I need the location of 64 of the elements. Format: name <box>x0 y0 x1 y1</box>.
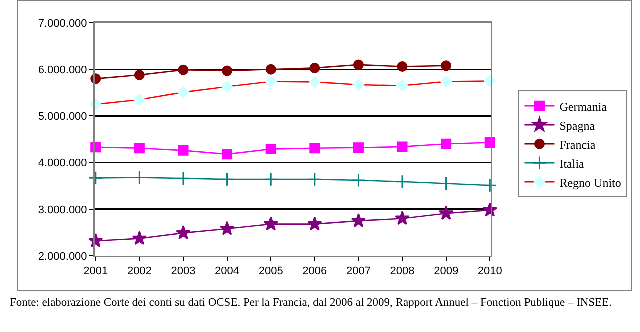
point <box>266 144 276 155</box>
point <box>441 138 452 150</box>
point <box>176 172 191 186</box>
point <box>308 172 322 187</box>
point <box>352 79 365 91</box>
x-tick-label: 2004 <box>215 266 240 278</box>
y-tick-label: 3.000.000 <box>38 204 88 216</box>
point <box>134 143 145 154</box>
point <box>397 142 408 152</box>
y-tick-label: 5.000.000 <box>38 111 88 124</box>
y-tick-label: 4.000.000 <box>38 158 88 170</box>
source-note: Fonte: elaborazione Corte dei conti su dati OCSE. Per la Francia, dal 2006 al 2009, Rapport Annuel – Fonction Publique – INSEE. <box>10 297 614 310</box>
x-tick-label: 2001 <box>84 266 108 278</box>
point <box>441 60 452 72</box>
point <box>395 174 410 189</box>
point <box>178 145 189 156</box>
point <box>352 173 366 188</box>
point <box>483 178 498 193</box>
point <box>220 221 235 236</box>
legend-label: Germania <box>560 100 608 114</box>
legend-label: Regno Unito <box>560 176 622 190</box>
x-tick-label: 2010 <box>478 266 502 278</box>
point <box>395 210 410 226</box>
point <box>265 76 278 88</box>
point <box>440 76 452 88</box>
legend-label: Italia <box>560 156 586 171</box>
point <box>310 143 320 154</box>
point <box>396 80 408 92</box>
y-tick-label: 2.000.000 <box>38 250 88 263</box>
point <box>176 225 191 240</box>
x-tick-label: 2002 <box>127 266 152 278</box>
point <box>351 213 366 228</box>
point <box>438 206 454 220</box>
point <box>353 142 364 154</box>
point <box>307 216 322 231</box>
point <box>132 231 148 246</box>
point <box>222 149 233 160</box>
y-tick-label: 7.000.000 <box>38 18 88 30</box>
point <box>308 76 321 88</box>
legend-label: Spagna <box>560 118 596 133</box>
point <box>397 62 408 72</box>
x-tick-label: 2008 <box>390 266 415 278</box>
y-tick-label: 6.000.000 <box>38 64 88 76</box>
point <box>220 172 234 187</box>
x-tick-label: 2005 <box>258 266 284 278</box>
point <box>439 176 454 191</box>
point <box>222 66 233 76</box>
point <box>264 216 279 231</box>
point <box>88 171 103 186</box>
point <box>178 86 190 98</box>
point <box>264 172 278 187</box>
point <box>310 62 320 74</box>
point <box>134 94 146 106</box>
x-tick-label: 2006 <box>302 266 328 278</box>
point <box>132 170 147 185</box>
x-tick-label: 2009 <box>434 266 459 278</box>
x-tick-label: 2007 <box>346 266 371 278</box>
x-tick-label: 2003 <box>171 266 196 278</box>
point <box>221 80 234 93</box>
point <box>134 70 145 80</box>
point <box>178 64 189 76</box>
point <box>266 64 276 75</box>
legend-label: Francia <box>560 138 596 152</box>
point <box>353 60 364 70</box>
